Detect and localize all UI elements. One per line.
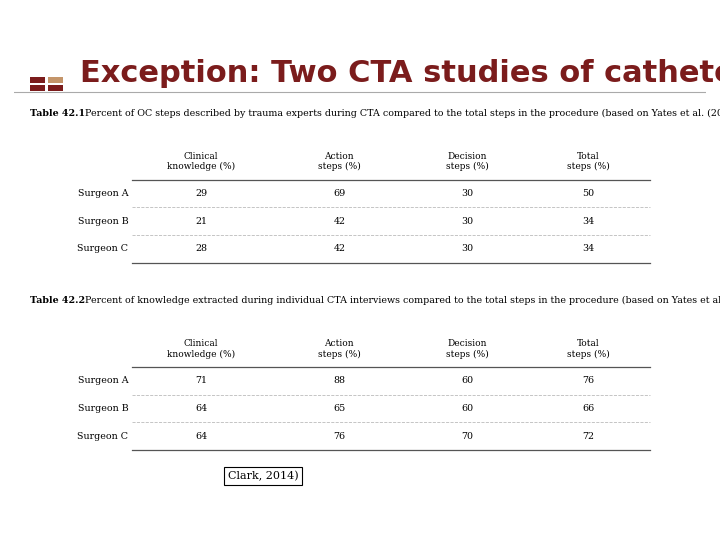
Text: Surgeon C: Surgeon C: [78, 245, 128, 253]
Text: 70: 70: [461, 431, 473, 441]
Text: 60: 60: [461, 404, 473, 413]
Text: Decision
steps (%): Decision steps (%): [446, 339, 488, 359]
Text: Surgeon A: Surgeon A: [78, 189, 128, 198]
Text: 64: 64: [195, 431, 207, 441]
Bar: [30, 85, 45, 91]
Text: 13: 13: [680, 516, 702, 534]
Text: Total
steps (%): Total steps (%): [567, 339, 609, 359]
Text: Clinical
knowledge (%): Clinical knowledge (%): [167, 152, 235, 171]
Text: 30: 30: [461, 245, 473, 253]
Text: 72: 72: [582, 431, 594, 441]
Text: 64: 64: [195, 404, 207, 413]
Bar: [48, 77, 63, 83]
Text: 88: 88: [333, 376, 346, 385]
Text: Clark, 2014): Clark, 2014): [228, 471, 299, 482]
Text: 34: 34: [582, 245, 594, 253]
Text: 71: 71: [195, 376, 207, 385]
Text: 66: 66: [582, 404, 594, 413]
Text: Table 42.2: Table 42.2: [30, 296, 85, 305]
Text: 30: 30: [461, 217, 473, 226]
Text: 60: 60: [461, 376, 473, 385]
Text: Surgeon B: Surgeon B: [78, 404, 128, 413]
Text: 76: 76: [582, 376, 594, 385]
Text: Surgeon C: Surgeon C: [78, 431, 128, 441]
Text: Action
steps (%): Action steps (%): [318, 152, 361, 171]
Text: Action
steps (%): Action steps (%): [318, 339, 361, 359]
Text: Decision
steps (%): Decision steps (%): [446, 152, 488, 171]
Text: Clinical
knowledge (%): Clinical knowledge (%): [167, 339, 235, 359]
Text: 34: 34: [582, 217, 594, 226]
Text: 21: 21: [195, 217, 207, 226]
Bar: [30, 77, 45, 83]
Text: 76: 76: [333, 431, 346, 441]
Text: Table 42.1: Table 42.1: [30, 109, 85, 118]
Text: Percent of knowledge extracted during individual CTA interviews compared to the : Percent of knowledge extracted during in…: [79, 296, 720, 305]
Text: Surgeon B: Surgeon B: [78, 217, 128, 226]
Text: Total
steps (%): Total steps (%): [567, 152, 609, 171]
Text: Exception: Two CTA studies of catheter procedure: Exception: Two CTA studies of catheter p…: [80, 58, 720, 87]
Text: USC: USC: [16, 517, 46, 530]
Text: 42: 42: [333, 217, 346, 226]
Text: 42: 42: [333, 245, 346, 253]
Bar: [48, 85, 63, 91]
Text: 69: 69: [333, 189, 346, 198]
Text: 50: 50: [582, 189, 594, 198]
Text: 29: 29: [195, 189, 207, 198]
Text: Percent of OC steps described by trauma experts during CTA compared to the total: Percent of OC steps described by trauma …: [79, 109, 720, 118]
Text: Surgeon A: Surgeon A: [78, 376, 128, 385]
Text: 30: 30: [461, 189, 473, 198]
Text: 28: 28: [195, 245, 207, 253]
Text: 65: 65: [333, 404, 346, 413]
